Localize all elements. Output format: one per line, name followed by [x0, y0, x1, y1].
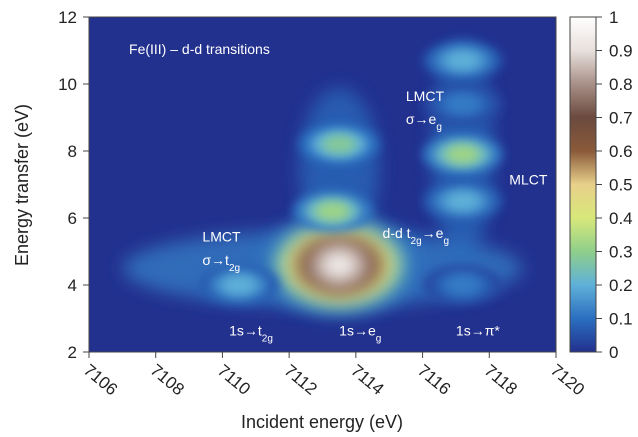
colorbar-tick-label: 0.6 — [609, 142, 633, 161]
colorbar-tick-label: 0.1 — [609, 310, 633, 329]
x-tick-label: 7110 — [214, 361, 254, 399]
annotation-label: 1s→π* — [456, 322, 500, 338]
y-tick-label: 12 — [58, 8, 77, 27]
heat-spot — [445, 275, 480, 295]
annotation-label: σ→eg — [406, 111, 442, 133]
y-tick-label: 8 — [68, 142, 77, 161]
x-tick-label: 7120 — [547, 360, 588, 399]
heat-spot — [445, 145, 480, 164]
colorbar-ticks: 0 0.1 0.2 0.3 0.4 0.5 0.6 0.7 0.8 0.9 1 — [596, 8, 633, 362]
annotation-label: LMCT — [406, 88, 445, 104]
colorbar-tick-label: 0.4 — [609, 209, 633, 228]
colorbar-tick-label: 0.2 — [609, 276, 633, 295]
colorbar-tick-label: 0 — [609, 343, 618, 362]
annotation-label: Fe(III) – d-d transitions — [129, 41, 270, 57]
x-tick-label: 7106 — [80, 360, 121, 399]
x-tick-label: 7114 — [347, 361, 387, 399]
colorbar-tick-label: 0.9 — [609, 42, 633, 61]
y-tick-label: 10 — [58, 75, 77, 94]
x-axis: 7106 7108 7110 7112 7114 7116 7118 7120 — [80, 352, 588, 399]
colorbar: 0 0.1 0.2 0.3 0.4 0.5 0.6 0.7 0.8 0.9 1 — [569, 8, 633, 362]
heat-spot — [445, 191, 480, 211]
heat-spot — [315, 201, 350, 221]
heat-spot — [445, 94, 480, 114]
heat-spot — [221, 275, 257, 295]
colorbar-tick-label: 0.7 — [609, 109, 633, 128]
heat-spot — [445, 51, 480, 70]
y-tick-label: 6 — [68, 209, 77, 228]
y-axis: 2 4 6 8 10 12 — [58, 8, 89, 362]
annotation-label: d-d t2g→eg — [383, 225, 450, 247]
annotations: Fe(III) – d-d transitions LMCT σ→eg MLCT d-d… — [129, 41, 548, 344]
colorbar-tick-label: 1 — [609, 8, 618, 27]
annotation-label: LMCT — [202, 228, 241, 244]
plot-area — [88, 16, 557, 353]
annotation-label: σ→t2g — [202, 252, 240, 274]
annotation-label: 1s→eg — [339, 322, 381, 344]
y-tick-label: 2 — [68, 343, 77, 362]
x-tick-label: 7116 — [414, 361, 454, 399]
y-axis-title: Energy transfer (eV) — [12, 104, 32, 266]
heat-spot — [319, 249, 359, 280]
heat-layer — [122, 40, 523, 315]
colorbar-tick-label: 0.5 — [609, 176, 633, 195]
y-tick-label: 4 — [68, 276, 77, 295]
x-axis-title: Incident energy (eV) — [241, 412, 403, 432]
x-tick-label: 7108 — [147, 360, 188, 399]
annotation-label: MLCT — [509, 172, 548, 188]
colorbar-tick-label: 0.3 — [609, 243, 633, 262]
heat-spot — [321, 134, 357, 154]
x-tick-label: 7112 — [281, 361, 321, 399]
annotation-label: 1s→t2g — [229, 322, 273, 344]
colorbar-gradient — [569, 16, 597, 353]
colorbar-tick-label: 0.8 — [609, 75, 633, 94]
plot-frame — [88, 16, 557, 353]
x-tick-label: 7118 — [481, 361, 521, 399]
